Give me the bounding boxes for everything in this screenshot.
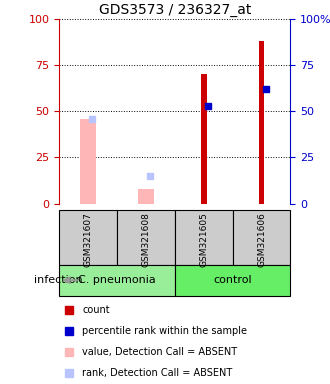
Text: GSM321608: GSM321608: [142, 212, 150, 266]
Text: control: control: [213, 275, 252, 285]
Text: C. pneumonia: C. pneumonia: [78, 275, 156, 285]
Bar: [259, 41, 264, 204]
Bar: [80, 119, 96, 204]
Bar: [233, 210, 290, 265]
Bar: [201, 74, 207, 204]
Bar: [59, 265, 175, 296]
Text: infection: infection: [34, 275, 82, 285]
Text: rank, Detection Call = ABSENT: rank, Detection Call = ABSENT: [82, 368, 233, 379]
Bar: [117, 210, 175, 265]
Text: GSM321606: GSM321606: [257, 212, 266, 266]
Bar: [175, 210, 233, 265]
Bar: [175, 265, 290, 296]
Text: percentile rank within the sample: percentile rank within the sample: [82, 326, 248, 336]
Title: GDS3573 / 236327_at: GDS3573 / 236327_at: [99, 3, 251, 17]
Text: count: count: [82, 305, 110, 315]
Text: GSM321607: GSM321607: [84, 212, 93, 266]
Text: value, Detection Call = ABSENT: value, Detection Call = ABSENT: [82, 347, 238, 358]
Bar: [59, 210, 117, 265]
Text: GSM321605: GSM321605: [199, 212, 208, 266]
Bar: [138, 189, 154, 204]
